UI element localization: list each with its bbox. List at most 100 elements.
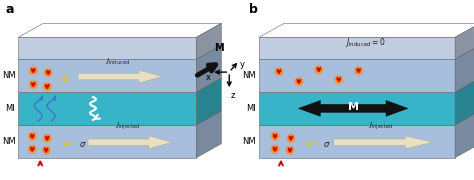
Polygon shape — [455, 45, 474, 92]
Circle shape — [28, 145, 37, 154]
Text: $J_{\mathsf{injected}}$: $J_{\mathsf{injected}}$ — [115, 121, 140, 132]
Circle shape — [30, 147, 35, 152]
Polygon shape — [259, 59, 455, 92]
Text: $\sigma$: $\sigma$ — [79, 140, 87, 149]
Circle shape — [30, 134, 35, 139]
Circle shape — [276, 68, 283, 75]
Polygon shape — [196, 45, 221, 92]
Circle shape — [287, 147, 293, 154]
Circle shape — [314, 65, 323, 74]
Circle shape — [45, 84, 50, 89]
Circle shape — [44, 148, 49, 153]
Circle shape — [337, 78, 340, 81]
Polygon shape — [334, 136, 433, 149]
Polygon shape — [196, 23, 221, 59]
Circle shape — [29, 66, 38, 75]
Polygon shape — [18, 45, 221, 59]
Circle shape — [271, 132, 280, 141]
Circle shape — [271, 145, 280, 154]
Circle shape — [45, 69, 52, 76]
Polygon shape — [299, 100, 408, 116]
Circle shape — [334, 75, 343, 84]
Polygon shape — [78, 70, 163, 83]
Polygon shape — [18, 78, 221, 92]
Text: $J_{\mathsf{induced}}=0$: $J_{\mathsf{induced}}=0$ — [346, 36, 386, 49]
Circle shape — [285, 146, 294, 155]
Circle shape — [273, 148, 277, 151]
Text: NM: NM — [2, 71, 15, 80]
Circle shape — [29, 133, 36, 140]
Circle shape — [31, 135, 34, 138]
Circle shape — [289, 137, 292, 140]
Circle shape — [273, 147, 277, 152]
Polygon shape — [259, 45, 474, 59]
Polygon shape — [455, 23, 474, 59]
Circle shape — [272, 133, 278, 140]
Polygon shape — [196, 111, 221, 158]
Circle shape — [289, 136, 293, 141]
Circle shape — [317, 68, 320, 71]
Circle shape — [46, 70, 51, 75]
Text: $J_{\mathsf{induced}}$: $J_{\mathsf{induced}}$ — [105, 56, 130, 67]
Polygon shape — [455, 111, 474, 158]
Circle shape — [31, 148, 34, 151]
Circle shape — [46, 71, 50, 74]
Polygon shape — [455, 78, 474, 125]
Text: MI: MI — [246, 104, 256, 113]
Polygon shape — [259, 92, 455, 125]
Text: x: x — [205, 73, 210, 82]
Circle shape — [43, 147, 49, 154]
Text: a: a — [5, 3, 14, 16]
Text: b: b — [249, 3, 258, 16]
Circle shape — [288, 135, 294, 141]
Polygon shape — [259, 37, 455, 59]
Polygon shape — [18, 37, 196, 59]
Circle shape — [30, 81, 36, 88]
Text: z: z — [230, 91, 235, 100]
Circle shape — [272, 146, 278, 152]
Circle shape — [46, 85, 49, 88]
Circle shape — [294, 77, 303, 86]
Circle shape — [274, 67, 283, 76]
Circle shape — [356, 68, 361, 73]
Circle shape — [29, 146, 36, 152]
Circle shape — [30, 67, 36, 74]
Text: y: y — [240, 60, 245, 69]
Circle shape — [288, 148, 292, 152]
Circle shape — [44, 68, 53, 77]
Circle shape — [32, 83, 35, 86]
Polygon shape — [88, 136, 173, 149]
Circle shape — [43, 134, 52, 143]
Polygon shape — [18, 92, 196, 125]
Circle shape — [28, 132, 37, 141]
Circle shape — [29, 80, 38, 89]
Polygon shape — [18, 111, 221, 125]
Circle shape — [45, 136, 50, 141]
Text: MI: MI — [6, 104, 15, 113]
Text: M: M — [348, 102, 359, 112]
Circle shape — [316, 67, 321, 72]
Polygon shape — [259, 78, 474, 92]
Circle shape — [32, 69, 35, 72]
Text: M: M — [214, 43, 224, 53]
Circle shape — [276, 69, 282, 74]
Text: $J_{\mathsf{injected}}$: $J_{\mathsf{injected}}$ — [368, 121, 393, 132]
Circle shape — [46, 137, 49, 140]
Text: NM: NM — [243, 137, 256, 146]
Circle shape — [273, 135, 277, 138]
Circle shape — [296, 79, 301, 84]
Text: NM: NM — [2, 137, 15, 146]
Circle shape — [356, 67, 362, 74]
Polygon shape — [18, 125, 196, 158]
Polygon shape — [259, 111, 474, 125]
Circle shape — [277, 70, 281, 73]
Circle shape — [288, 148, 292, 153]
Circle shape — [31, 68, 36, 73]
Circle shape — [42, 146, 51, 155]
Circle shape — [273, 134, 277, 139]
Circle shape — [44, 83, 50, 90]
Polygon shape — [259, 125, 455, 158]
Polygon shape — [259, 23, 474, 37]
Circle shape — [31, 82, 36, 87]
Circle shape — [354, 66, 363, 75]
